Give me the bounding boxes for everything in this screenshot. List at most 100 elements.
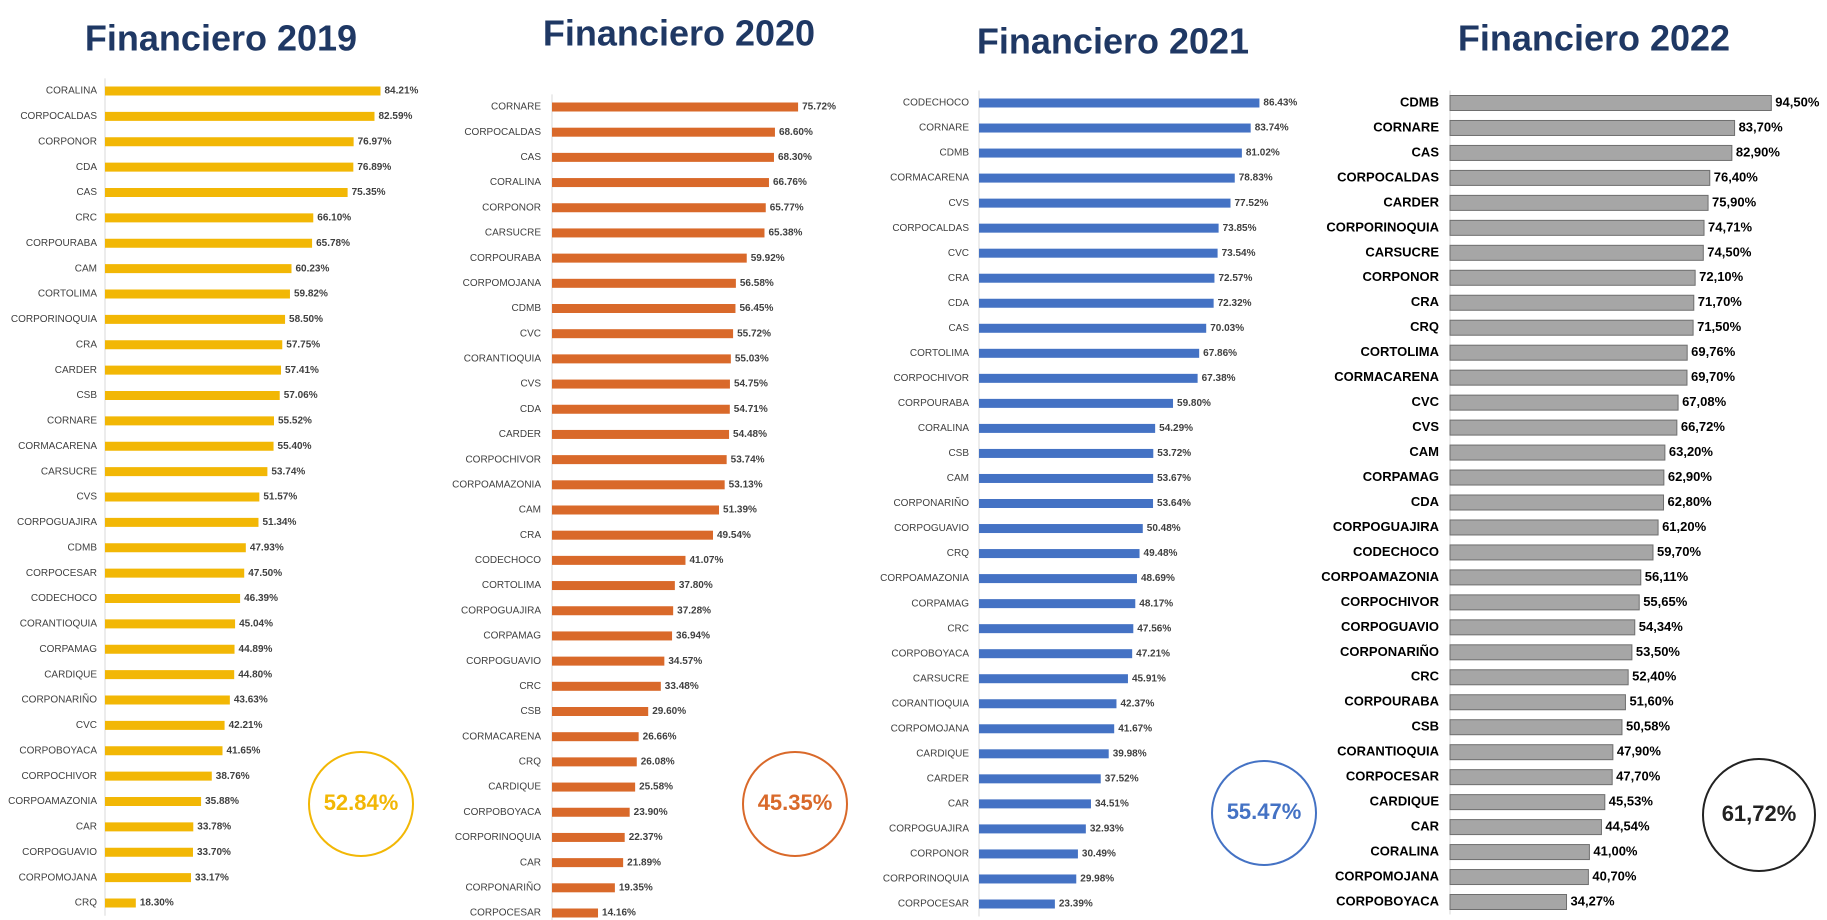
- value-label: 50.48%: [1147, 523, 1181, 534]
- bar: [979, 323, 1207, 333]
- category-label: CORMACARENA: [462, 731, 541, 742]
- value-label: 83,70%: [1739, 119, 1784, 134]
- category-label: CVC: [948, 248, 969, 259]
- bar: [552, 228, 765, 238]
- value-label: 41.67%: [1118, 723, 1152, 734]
- bar: [979, 624, 1134, 634]
- bar: [1449, 769, 1613, 786]
- bar: [1449, 619, 1636, 636]
- bar: [105, 467, 268, 477]
- value-label: 56.45%: [739, 303, 773, 314]
- category-label: CRA: [948, 273, 969, 284]
- bar: [1449, 569, 1642, 586]
- value-label: 32.93%: [1090, 824, 1124, 835]
- value-label: 21.89%: [627, 857, 661, 868]
- category-label: CORPAMAG: [1363, 469, 1439, 484]
- chart-title: Financiero 2020: [543, 13, 815, 54]
- bar: [105, 238, 313, 248]
- category-label: CAS: [76, 187, 97, 198]
- value-label: 49.54%: [717, 530, 751, 541]
- bar: [552, 329, 734, 339]
- bar: [552, 178, 769, 188]
- value-label: 84.21%: [385, 86, 419, 97]
- value-label: 83.74%: [1255, 123, 1289, 134]
- value-label: 40,70%: [1592, 868, 1637, 883]
- bar: [105, 873, 192, 883]
- bar: [979, 749, 1109, 759]
- category-label: CORPOBOYACA: [463, 807, 541, 818]
- bar: [979, 223, 1219, 233]
- value-label: 54,34%: [1639, 619, 1684, 634]
- category-label: CVS: [948, 198, 969, 209]
- bar: [105, 111, 375, 121]
- chart-title: Financiero 2022: [1458, 18, 1730, 59]
- category-label: CAR: [948, 799, 969, 810]
- chart-title: Financiero 2021: [977, 21, 1249, 62]
- value-label: 35.88%: [205, 796, 239, 807]
- bar: [979, 574, 1137, 584]
- category-label: CRA: [520, 530, 541, 541]
- category-label: CARSUCRE: [913, 673, 969, 684]
- value-label: 82.59%: [378, 111, 412, 122]
- bar: [1449, 544, 1654, 561]
- bar: [552, 858, 624, 868]
- category-label: CORPOAMAZONIA: [880, 573, 969, 584]
- value-label: 53.74%: [731, 454, 765, 465]
- category-label: CORPOURABA: [1344, 694, 1439, 709]
- bar: [1449, 594, 1640, 611]
- bar: [105, 391, 280, 400]
- category-label: CRC: [947, 623, 969, 634]
- bar: [1449, 269, 1696, 286]
- value-label: 55,65%: [1643, 594, 1688, 609]
- bar: [105, 644, 235, 654]
- category-label: CRQ: [75, 898, 97, 909]
- value-label: 29.60%: [652, 706, 686, 717]
- category-label: CORPOGUAJIRA: [1333, 519, 1440, 534]
- value-label: 48.17%: [1139, 598, 1173, 609]
- category-label: CORALINA: [918, 423, 969, 434]
- category-label: CORANTIOQUIA: [464, 354, 542, 365]
- value-label: 62,80%: [1668, 494, 1713, 509]
- bar: [1449, 869, 1589, 886]
- category-label: CORANTIOQUIA: [20, 619, 98, 630]
- bar: [1449, 669, 1629, 686]
- bar: [1449, 294, 1695, 311]
- bar: [1449, 169, 1711, 186]
- value-label: 44,54%: [1605, 819, 1650, 834]
- bar: [1449, 369, 1688, 386]
- value-label: 34.51%: [1095, 799, 1129, 810]
- value-label: 66.76%: [773, 177, 807, 188]
- category-label: CORPOCESAR: [470, 908, 541, 919]
- category-label: CDMB: [68, 542, 98, 553]
- category-label: CARDER: [927, 773, 969, 784]
- category-label: CORPOMOJANA: [1335, 868, 1440, 883]
- bar: [105, 568, 245, 578]
- bar: [552, 530, 714, 540]
- bar: [552, 581, 675, 591]
- category-label: CORMACARENA: [1334, 369, 1439, 384]
- category-label: CORPOGUAJIRA: [889, 824, 969, 835]
- category-label: CORANTIOQUIA: [1337, 744, 1439, 759]
- value-label: 45,53%: [1609, 794, 1654, 809]
- bar: [105, 746, 223, 756]
- category-label: CORPOURABA: [26, 238, 97, 249]
- chart-panel: Financiero 2020 CORNARE 75.72% CORPOCALDAS 6…: [452, 13, 848, 920]
- value-label: 38.76%: [216, 771, 250, 782]
- category-label: CARSUCRE: [1365, 244, 1439, 259]
- bar: [979, 423, 1156, 433]
- value-label: 71,70%: [1698, 294, 1743, 309]
- category-label: CORPOBOYACA: [19, 745, 97, 756]
- category-label: CAM: [75, 263, 97, 274]
- category-label: CORPOBOYACA: [891, 648, 969, 659]
- bar: [979, 824, 1086, 834]
- value-label: 67.38%: [1202, 373, 1236, 384]
- value-label: 46.39%: [244, 593, 278, 604]
- category-label: CARDER: [1383, 194, 1439, 209]
- value-label: 37.28%: [677, 605, 711, 616]
- value-label: 78.83%: [1239, 173, 1273, 184]
- bar: [105, 822, 194, 832]
- value-label: 76,40%: [1714, 169, 1759, 184]
- bar: [105, 416, 274, 426]
- bar: [105, 314, 286, 324]
- value-label: 49.48%: [1144, 548, 1178, 559]
